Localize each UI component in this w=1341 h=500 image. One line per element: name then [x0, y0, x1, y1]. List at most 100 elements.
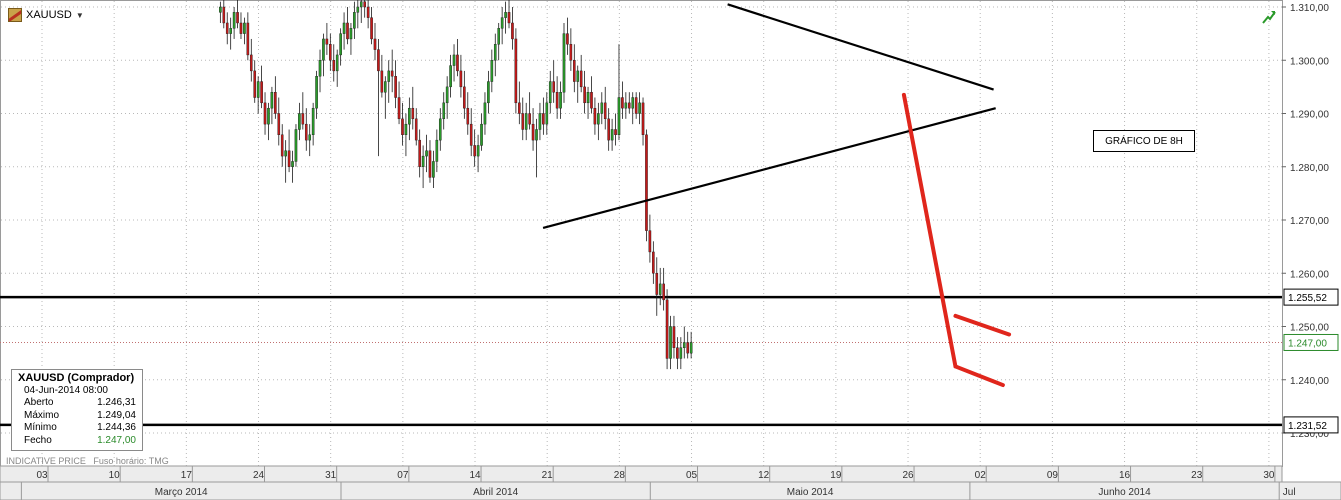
candle[interactable]: [676, 337, 679, 370]
candle[interactable]: [590, 76, 593, 114]
candle[interactable]: [634, 92, 638, 119]
candle[interactable]: [476, 134, 480, 173]
candle[interactable]: [655, 257, 659, 316]
candle[interactable]: [249, 38, 253, 82]
candle[interactable]: [507, 0, 511, 29]
candle[interactable]: [332, 44, 336, 82]
candle[interactable]: [421, 145, 425, 189]
candle[interactable]: [473, 129, 476, 167]
candle[interactable]: [672, 315, 676, 359]
candle[interactable]: [617, 44, 621, 141]
candle[interactable]: [260, 65, 263, 109]
candle[interactable]: [222, 0, 226, 29]
candle[interactable]: [569, 28, 573, 71]
candle[interactable]: [511, 7, 514, 50]
candle[interactable]: [493, 33, 497, 77]
candle[interactable]: [339, 28, 342, 66]
candle[interactable]: [263, 92, 267, 135]
candle[interactable]: [325, 22, 329, 55]
candle[interactable]: [607, 108, 610, 151]
candle[interactable]: [253, 60, 257, 103]
candle[interactable]: [566, 17, 569, 55]
candle[interactable]: [359, 0, 363, 23]
candle[interactable]: [528, 92, 531, 130]
candle[interactable]: [658, 267, 662, 306]
candle[interactable]: [445, 76, 449, 119]
flag-pattern-line[interactable]: [953, 364, 1005, 388]
candle[interactable]: [256, 76, 260, 114]
candle[interactable]: [466, 92, 470, 135]
candle[interactable]: [641, 97, 645, 146]
candle[interactable]: [380, 54, 384, 98]
candle[interactable]: [456, 38, 459, 77]
candle[interactable]: [631, 92, 635, 125]
candle[interactable]: [442, 92, 446, 130]
candle[interactable]: [401, 102, 404, 146]
candle[interactable]: [370, 7, 373, 45]
candle[interactable]: [232, 7, 236, 39]
candle[interactable]: [329, 33, 332, 71]
candle[interactable]: [414, 108, 418, 146]
candle[interactable]: [225, 12, 229, 45]
candle[interactable]: [377, 38, 380, 157]
candle[interactable]: [301, 92, 305, 130]
candle[interactable]: [229, 17, 232, 50]
candle[interactable]: [524, 102, 528, 141]
candle[interactable]: [600, 92, 604, 125]
candle[interactable]: [638, 92, 641, 125]
candle[interactable]: [576, 65, 580, 103]
candle[interactable]: [559, 81, 562, 119]
candle[interactable]: [280, 124, 284, 167]
candle[interactable]: [586, 86, 590, 119]
trend-up-icon[interactable]: [1262, 10, 1276, 24]
candle[interactable]: [621, 81, 624, 119]
flag-pattern-line[interactable]: [901, 92, 958, 369]
candle[interactable]: [308, 124, 312, 157]
candle[interactable]: [353, 1, 356, 39]
candle[interactable]: [411, 86, 415, 130]
candle[interactable]: [356, 0, 360, 29]
candle[interactable]: [548, 70, 552, 114]
candle[interactable]: [322, 33, 325, 77]
flag-pattern-line[interactable]: [953, 313, 1012, 337]
candle[interactable]: [593, 97, 597, 135]
candle[interactable]: [463, 70, 466, 119]
candle[interactable]: [521, 97, 525, 141]
candle[interactable]: [291, 150, 294, 183]
candle[interactable]: [648, 214, 652, 263]
candle[interactable]: [397, 81, 401, 125]
candle[interactable]: [679, 337, 683, 370]
candle[interactable]: [311, 102, 315, 146]
candle[interactable]: [294, 124, 298, 167]
candle[interactable]: [452, 44, 456, 82]
candle[interactable]: [480, 113, 483, 151]
candle[interactable]: [531, 108, 535, 151]
candle[interactable]: [500, 7, 504, 45]
candle[interactable]: [335, 49, 339, 87]
candle[interactable]: [689, 331, 693, 359]
candle[interactable]: [284, 140, 287, 183]
candle[interactable]: [387, 60, 391, 103]
symbol-selector[interactable]: XAUUSD ▼: [8, 8, 84, 22]
candle[interactable]: [342, 12, 346, 50]
candle[interactable]: [404, 113, 408, 157]
candle[interactable]: [408, 97, 411, 141]
candle[interactable]: [418, 129, 421, 178]
candle[interactable]: [425, 134, 428, 173]
candle[interactable]: [627, 92, 631, 114]
candle[interactable]: [469, 108, 473, 157]
candle[interactable]: [662, 267, 665, 311]
chevron-down-icon[interactable]: ▼: [75, 10, 84, 20]
candle[interactable]: [373, 22, 377, 61]
candle[interactable]: [432, 150, 435, 189]
candle[interactable]: [394, 60, 397, 109]
candle[interactable]: [246, 12, 250, 61]
candle[interactable]: [243, 17, 246, 45]
triangle-trendline[interactable]: [727, 3, 994, 91]
candle[interactable]: [504, 1, 507, 34]
candle[interactable]: [298, 102, 301, 141]
candle[interactable]: [614, 113, 617, 146]
candle[interactable]: [366, 0, 370, 29]
candle[interactable]: [583, 70, 586, 114]
